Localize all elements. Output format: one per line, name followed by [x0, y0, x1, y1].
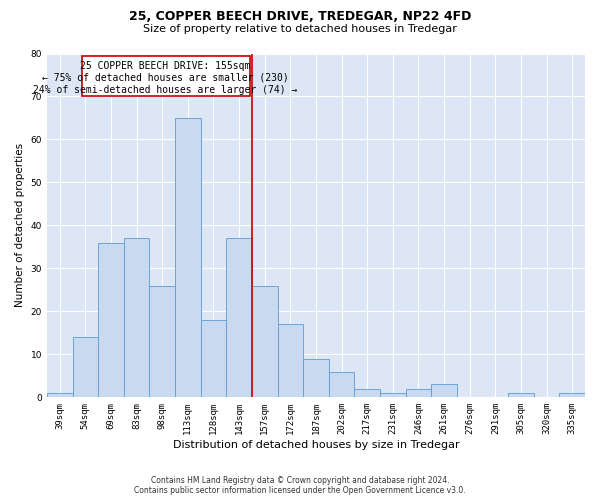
Bar: [303, 358, 329, 398]
Bar: [124, 238, 149, 398]
Bar: [47, 393, 73, 398]
Text: Size of property relative to detached houses in Tredegar: Size of property relative to detached ho…: [143, 24, 457, 34]
Text: 25 COPPER BEECH DRIVE: 155sqm: 25 COPPER BEECH DRIVE: 155sqm: [80, 61, 251, 71]
Bar: [149, 286, 175, 398]
Bar: [278, 324, 303, 398]
Text: Contains HM Land Registry data © Crown copyright and database right 2024.
Contai: Contains HM Land Registry data © Crown c…: [134, 476, 466, 495]
Bar: [175, 118, 200, 398]
Bar: [252, 286, 278, 398]
Bar: [380, 393, 406, 398]
Bar: [508, 393, 534, 398]
Bar: [329, 372, 355, 398]
Text: 25, COPPER BEECH DRIVE, TREDEGAR, NP22 4FD: 25, COPPER BEECH DRIVE, TREDEGAR, NP22 4…: [129, 10, 471, 23]
Y-axis label: Number of detached properties: Number of detached properties: [15, 144, 25, 308]
Bar: [355, 388, 380, 398]
X-axis label: Distribution of detached houses by size in Tredegar: Distribution of detached houses by size …: [173, 440, 459, 450]
Bar: [431, 384, 457, 398]
Bar: [98, 242, 124, 398]
Text: ← 75% of detached houses are smaller (230): ← 75% of detached houses are smaller (23…: [43, 73, 289, 83]
Bar: [200, 320, 226, 398]
Text: 24% of semi-detached houses are larger (74) →: 24% of semi-detached houses are larger (…: [34, 85, 298, 95]
Bar: [73, 337, 98, 398]
Bar: [406, 388, 431, 398]
Bar: [226, 238, 252, 398]
FancyBboxPatch shape: [82, 56, 250, 96]
Bar: [559, 393, 585, 398]
